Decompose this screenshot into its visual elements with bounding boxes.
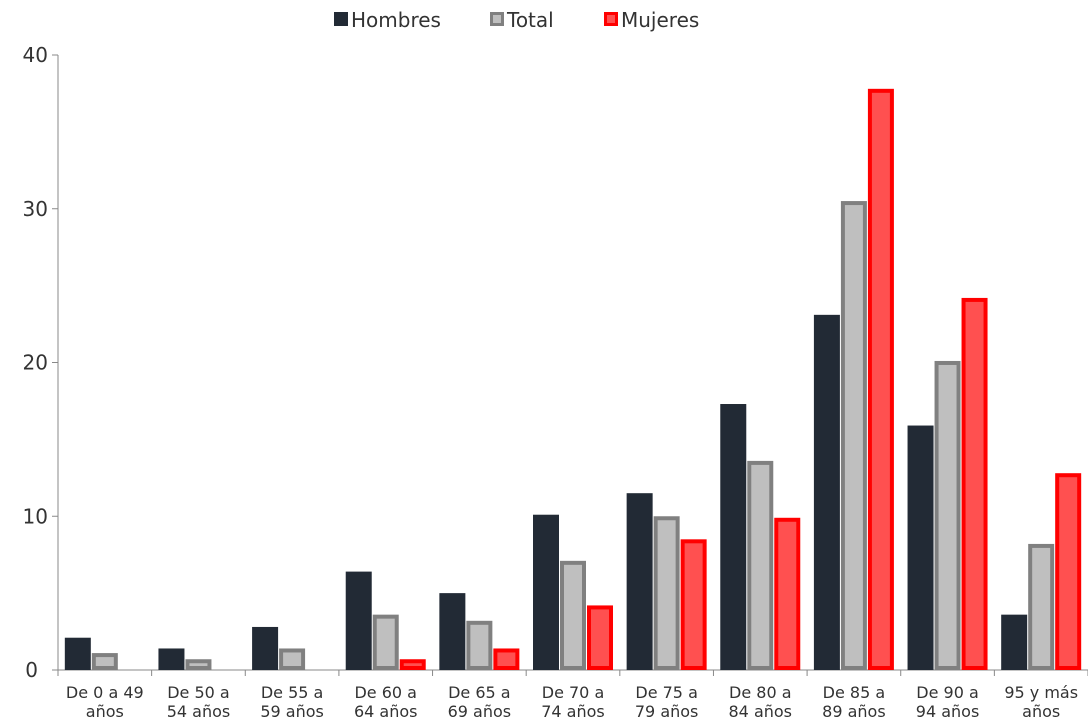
bars bbox=[64, 88, 1082, 671]
y-tick-label: 10 bbox=[23, 504, 48, 528]
bar-mujeres-10 bbox=[961, 297, 988, 670]
bar-total-3 bbox=[279, 648, 306, 670]
x-tick-label: De 70 a 74 años bbox=[541, 683, 605, 721]
bar-hombres-7 bbox=[626, 493, 653, 670]
x-tick-label-line: 94 años bbox=[916, 702, 980, 721]
legend-label-hombres: Hombres bbox=[351, 8, 441, 32]
x-tick-label: De 65 a 69 años bbox=[448, 683, 512, 721]
y-tick-label: 30 bbox=[23, 197, 48, 221]
x-tick-label-line: De 55 a bbox=[261, 683, 324, 702]
x-tick-label-line: 89 años bbox=[822, 702, 886, 721]
bar-total-11 bbox=[1028, 543, 1055, 670]
x-tick-label-line: 79 años bbox=[635, 702, 699, 721]
bar-total-4 bbox=[372, 614, 399, 671]
bar-hombres-4 bbox=[345, 571, 372, 670]
bar-total-5 bbox=[466, 620, 493, 670]
bar-total-1 bbox=[91, 653, 118, 671]
x-tick-label: De 55 a 59 años bbox=[260, 683, 324, 721]
bar-hombres-2 bbox=[158, 648, 185, 670]
x-tick-label-line: 95 y más bbox=[1004, 683, 1078, 702]
x-tick-label: De 0 a 49 años bbox=[66, 683, 144, 721]
x-tick-label-line: De 60 a bbox=[354, 683, 417, 702]
x-tick-label: 95 y más años bbox=[1004, 683, 1078, 721]
chart-legend: Hombres Total Mujeres bbox=[334, 8, 699, 32]
bar-total-7 bbox=[653, 516, 680, 670]
x-tick-label-line: De 80 a bbox=[729, 683, 792, 702]
bar-total-10 bbox=[934, 360, 961, 670]
x-tick-label-line: De 85 a bbox=[823, 683, 886, 702]
x-tick-label: De 90 a 94 años bbox=[916, 683, 980, 721]
legend-swatch-hombres bbox=[334, 12, 348, 26]
x-tick-label-line: 69 años bbox=[448, 702, 512, 721]
x-tick-label-line: años bbox=[1022, 702, 1060, 721]
bar-hombres-11 bbox=[1001, 614, 1028, 670]
bar-mujeres-5 bbox=[493, 648, 520, 670]
bar-mujeres-4 bbox=[399, 659, 426, 670]
y-tick-label: 40 bbox=[23, 43, 48, 67]
x-tick-label-line: De 75 a bbox=[635, 683, 698, 702]
x-tick-label-line: De 90 a bbox=[916, 683, 979, 702]
bar-hombres-3 bbox=[252, 626, 279, 670]
bar-hombres-6 bbox=[533, 514, 559, 670]
legend-label-total: Total bbox=[506, 8, 554, 32]
bar-mujeres-8 bbox=[774, 517, 801, 670]
legend-label-mujeres: Mujeres bbox=[621, 8, 699, 32]
bar-mujeres-11 bbox=[1055, 473, 1082, 671]
bar-hombres-8 bbox=[720, 404, 747, 670]
bar-total-6 bbox=[560, 560, 586, 671]
x-tick-label-line: 59 años bbox=[260, 702, 324, 721]
x-tick-label-line: 84 años bbox=[729, 702, 793, 721]
x-tick-label: De 50 a 54 años bbox=[167, 683, 231, 721]
bar-total-2 bbox=[185, 659, 212, 670]
bar-hombres-10 bbox=[907, 425, 934, 670]
bar-hombres-5 bbox=[439, 593, 466, 670]
x-tick-label: De 85 a 89 años bbox=[822, 683, 886, 721]
legend-swatch-mujeres bbox=[604, 12, 618, 26]
x-tick-label-line: años bbox=[86, 702, 124, 721]
x-tick-label: De 60 a 64 años bbox=[354, 683, 418, 721]
bar-hombres-1 bbox=[64, 637, 91, 670]
x-tick-label-line: 54 años bbox=[167, 702, 231, 721]
x-tick-label-line: De 65 a bbox=[448, 683, 511, 702]
bar-hombres-9 bbox=[813, 314, 840, 670]
x-tick-label: De 75 a 79 años bbox=[635, 683, 699, 721]
bar-total-9 bbox=[840, 201, 867, 670]
bar-mujeres-9 bbox=[867, 88, 894, 670]
y-axis: 0 10 20 30 40 bbox=[23, 43, 59, 682]
x-tick-label-line: De 70 a bbox=[542, 683, 605, 702]
x-tick-label: De 80 a 84 años bbox=[729, 683, 793, 721]
y-tick-label: 0 bbox=[25, 658, 38, 682]
x-tick-label-line: De 50 a bbox=[167, 683, 230, 702]
legend-swatch-total bbox=[490, 12, 504, 26]
bar-mujeres-7 bbox=[680, 539, 707, 670]
x-tick-label-line: 64 años bbox=[354, 702, 418, 721]
x-tick-label-line: 74 años bbox=[541, 702, 605, 721]
bar-total-8 bbox=[747, 460, 774, 670]
x-tick-label-line: De 0 a 49 bbox=[66, 683, 144, 702]
y-tick-label: 20 bbox=[23, 351, 48, 375]
bar-mujeres-6 bbox=[587, 605, 613, 670]
